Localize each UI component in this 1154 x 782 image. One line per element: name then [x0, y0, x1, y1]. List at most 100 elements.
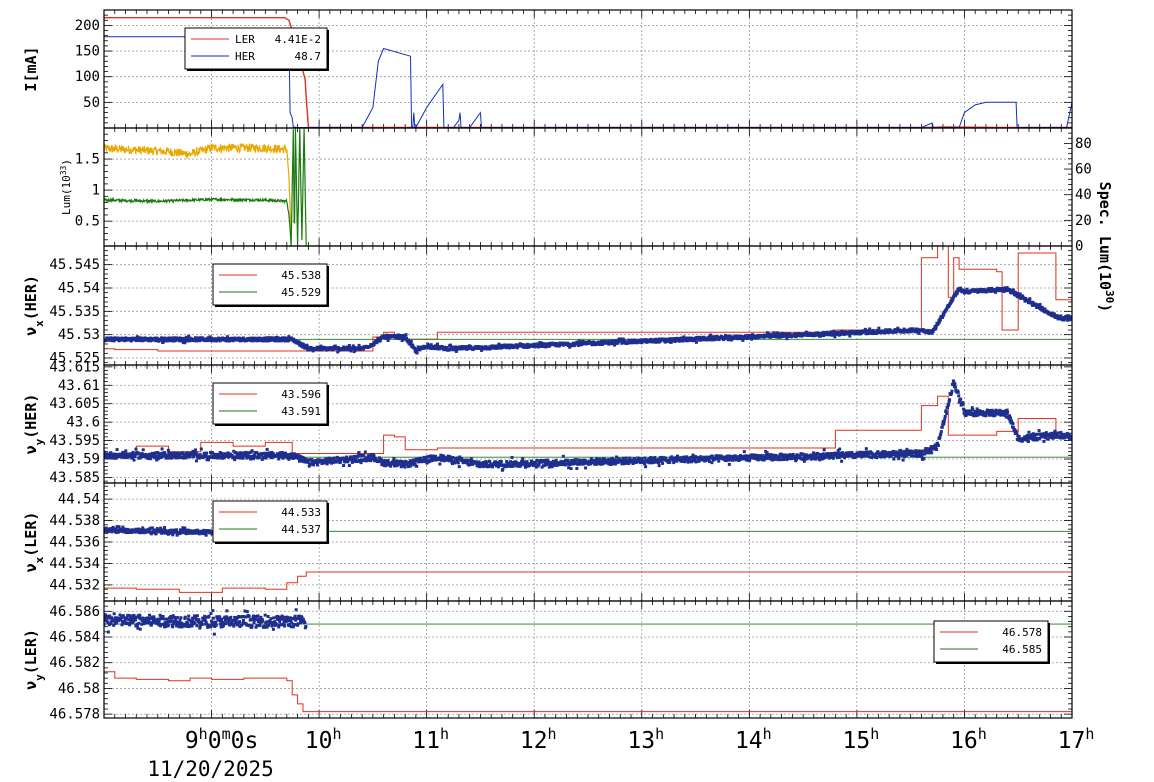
data-point — [187, 334, 191, 338]
data-point — [715, 457, 719, 461]
data-point — [524, 465, 528, 469]
data-point — [829, 330, 833, 334]
data-point — [505, 460, 509, 464]
data-point — [908, 449, 912, 453]
data-point — [640, 457, 644, 461]
data-point — [442, 348, 446, 352]
data-point — [620, 462, 624, 466]
data-point — [916, 454, 920, 458]
data-point — [439, 453, 443, 457]
data-point — [701, 458, 705, 462]
data-point — [801, 452, 805, 456]
data-point — [262, 451, 266, 455]
data-point — [159, 452, 163, 456]
data-point — [745, 458, 749, 462]
data-point — [557, 344, 561, 348]
data-point — [924, 447, 928, 451]
data-point — [951, 383, 955, 387]
data-point — [233, 458, 237, 462]
data-point — [892, 457, 896, 461]
data-point — [598, 457, 602, 461]
data-point — [153, 451, 157, 455]
data-point — [584, 459, 588, 463]
data-point — [170, 456, 174, 460]
data-point — [1011, 288, 1015, 292]
data-point — [157, 453, 161, 457]
data-point — [434, 454, 438, 458]
data-point — [369, 457, 373, 461]
data-point — [113, 452, 117, 456]
data-point — [525, 460, 529, 464]
data-point — [134, 447, 138, 451]
data-point — [1021, 438, 1025, 442]
data-point — [984, 414, 988, 418]
legend-value: 45.538 — [281, 269, 321, 282]
legend: 45.538 45.529 — [212, 263, 329, 307]
data-point — [282, 455, 286, 459]
data-point — [445, 346, 449, 350]
data-point — [659, 459, 663, 463]
y-axis-label: νy(HER) — [22, 394, 46, 455]
data-point — [184, 456, 188, 460]
y-axis-label-text: I[mA] — [22, 46, 40, 91]
data-point — [194, 459, 198, 463]
data-point — [828, 456, 832, 460]
data-point — [194, 450, 198, 454]
data-point — [971, 408, 975, 412]
data-point — [257, 455, 261, 459]
data-point — [353, 348, 357, 352]
data-point — [238, 336, 242, 340]
data-point — [569, 467, 573, 471]
data-point — [510, 460, 514, 464]
y-axis-label-sub: y — [33, 438, 46, 445]
data-point — [415, 464, 419, 468]
data-point — [725, 456, 729, 460]
data-point — [193, 448, 197, 452]
data-point — [364, 459, 368, 463]
data-point — [790, 456, 794, 460]
data-point — [637, 457, 641, 461]
data-point — [793, 332, 797, 336]
data-point — [266, 454, 270, 458]
data-point — [569, 461, 573, 465]
data-point — [592, 340, 596, 344]
data-point — [134, 339, 138, 343]
data-point — [957, 394, 961, 398]
data-point — [682, 455, 686, 459]
data-point — [710, 461, 714, 465]
data-point — [378, 339, 382, 343]
y-axis-label-text: ν — [22, 327, 40, 336]
data-point — [922, 457, 926, 461]
data-point — [372, 454, 376, 458]
data-point — [934, 445, 938, 449]
data-point — [297, 456, 301, 460]
data-point — [567, 466, 571, 470]
data-point — [162, 339, 166, 343]
data-point — [507, 343, 511, 347]
data-point — [701, 338, 705, 342]
data-point — [953, 294, 957, 298]
data-point — [532, 342, 536, 346]
data-point — [246, 452, 250, 456]
data-point — [315, 463, 319, 467]
data-point — [160, 337, 164, 341]
data-point — [693, 458, 697, 462]
data-point — [453, 348, 457, 352]
data-point — [331, 460, 335, 464]
right-axis-label-sup: 30 — [1104, 290, 1117, 303]
data-point — [938, 435, 942, 439]
data-point — [511, 464, 515, 468]
data-point — [729, 455, 733, 459]
data-point — [535, 458, 539, 462]
data-point — [865, 332, 869, 336]
series-line — [104, 395, 1072, 454]
data-point — [162, 454, 166, 458]
data-point — [1038, 302, 1042, 306]
data-point — [115, 448, 119, 452]
data-point — [307, 346, 311, 350]
data-point — [206, 336, 210, 340]
data-point — [726, 338, 730, 342]
data-point — [292, 454, 296, 458]
data-point — [501, 467, 505, 471]
data-point — [332, 456, 336, 460]
